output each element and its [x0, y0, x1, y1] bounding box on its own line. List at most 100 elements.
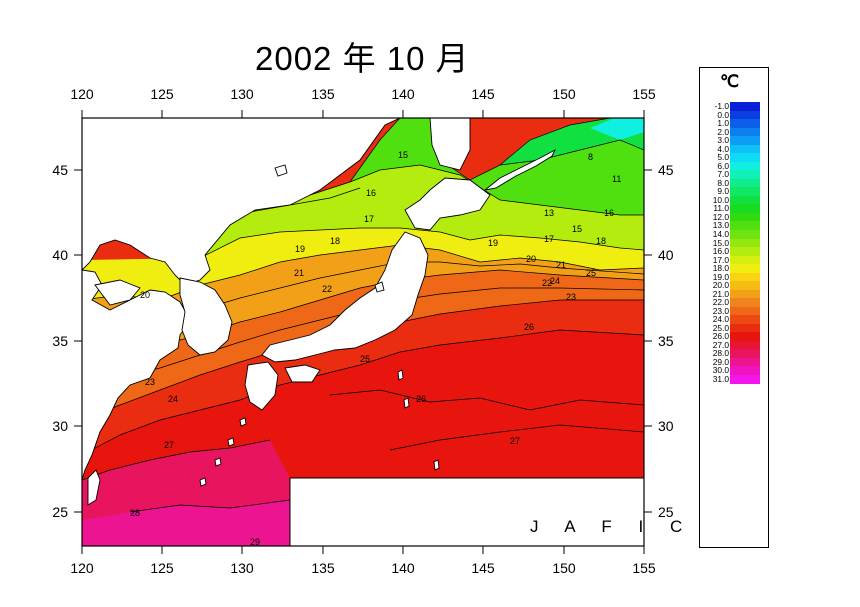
legend-label: 0.0 — [717, 109, 729, 120]
legend-label: 7.0 — [717, 169, 729, 180]
korea — [179, 277, 233, 356]
map-title: 2002 年 10 月 — [255, 40, 470, 77]
credit-box — [289, 477, 644, 546]
lon-labels-top: 120 125 130 135 140 145 150 155 — [70, 86, 656, 102]
contour-label: 18 — [330, 236, 340, 246]
legend-item: 4.0 — [703, 145, 763, 154]
izu-islands — [397, 369, 440, 471]
ryukyu-islands — [199, 417, 247, 487]
legend-item: 9.0 — [703, 187, 763, 196]
legend-swatch — [730, 238, 760, 248]
legend-swatch — [730, 102, 760, 111]
lat-labels-left: 25 30 35 40 45 — [52, 162, 68, 520]
legend-item: 25.0 — [703, 324, 763, 333]
color-legend: ℃ -1.0 0.0 1.0 2.0 3.0 4.0 5.0 6.0 7.0 8.0 9.0 10.0… — [699, 67, 769, 548]
band-19 — [82, 228, 644, 300]
lon-tick-label: 150 — [552, 86, 576, 102]
north-island — [274, 164, 288, 177]
legend-item: 21.0 — [703, 290, 763, 299]
contour-label: 27 — [164, 440, 174, 450]
legend-item: 7.0 — [703, 170, 763, 179]
legend-swatch — [730, 272, 760, 282]
kuril-islands — [484, 148, 557, 191]
lat-tick-label: 45 — [52, 162, 68, 178]
lon-tick-label: 120 — [70, 560, 94, 576]
legend-swatch — [730, 315, 760, 324]
legend-list: -1.0 0.0 1.0 2.0 3.0 4.0 5.0 6.0 7.0 8.0 9.0 10.0 11… — [703, 102, 763, 384]
lat-tick-label: 25 — [52, 504, 68, 520]
legend-label: 20.0 — [712, 280, 729, 291]
legend-item: 29.0 — [703, 358, 763, 367]
lat-tick-label: 45 — [658, 162, 674, 178]
legend-label: 29.0 — [712, 356, 729, 367]
shandong — [94, 279, 141, 306]
legend-swatch — [730, 178, 760, 188]
legend-swatch — [730, 281, 760, 290]
legend-swatch — [730, 221, 760, 230]
lat-tick-label: 35 — [658, 333, 674, 349]
tick-marks — [74, 110, 652, 554]
legend-swatch — [730, 264, 760, 273]
lon-tick-label: 155 — [632, 86, 656, 102]
legend-swatch — [730, 306, 760, 316]
contour-label: 24 — [550, 276, 560, 286]
legend-label: 28.0 — [712, 348, 729, 359]
contour-label: 26 — [524, 322, 534, 332]
contour-label: 8 — [588, 152, 593, 162]
legend-swatch — [730, 366, 760, 375]
legend-swatch — [730, 144, 760, 154]
legend-item: 27.0 — [703, 341, 763, 350]
legend-swatch — [730, 298, 760, 307]
legend-swatch — [730, 212, 760, 222]
china-coast — [82, 269, 191, 481]
legend-label: 15.0 — [712, 237, 729, 248]
contour-label: 29 — [250, 537, 260, 547]
lon-tick-label: 135 — [311, 86, 335, 102]
lon-tick-label: 150 — [552, 560, 576, 576]
contour-label: 23 — [145, 377, 155, 387]
legend-swatch — [730, 349, 760, 358]
legend-item: 18.0 — [703, 264, 763, 273]
legend-item: 24.0 — [703, 315, 763, 324]
legend-swatch — [730, 357, 760, 367]
contour-label: 17 — [544, 234, 554, 244]
legend-swatch — [730, 187, 760, 196]
legend-item: 6.0 — [703, 162, 763, 171]
legend-label: 1.0 — [717, 118, 729, 129]
contour-label: 26 — [416, 394, 426, 404]
legend-label: 2.0 — [717, 126, 729, 137]
lon-tick-label: 130 — [230, 560, 254, 576]
lat-tick-label: 40 — [52, 247, 68, 263]
lat-labels-right: 25 30 35 40 45 — [658, 162, 674, 520]
legend-label: 9.0 — [717, 186, 729, 197]
sst-field — [82, 118, 644, 546]
contour-label: 11 — [612, 174, 621, 184]
contour-label: 15 — [398, 150, 408, 160]
taiwan — [87, 469, 101, 506]
legend-label: 25.0 — [712, 322, 729, 333]
contour-label: 25 — [360, 354, 370, 364]
lon-tick-label: 125 — [150, 560, 174, 576]
contour-label: 18 — [596, 236, 606, 246]
legend-label: 30.0 — [712, 365, 729, 376]
honshu — [261, 231, 429, 363]
lon-tick-label: 125 — [150, 86, 174, 102]
lon-tick-label: 145 — [471, 86, 495, 102]
legend-item: 13.0 — [703, 221, 763, 230]
sado-island — [374, 281, 385, 293]
land — [82, 118, 557, 506]
legend-item: 12.0 — [703, 213, 763, 222]
legend-label: 3.0 — [717, 135, 729, 146]
lon-tick-label: 145 — [471, 560, 495, 576]
legend-item: 22.0 — [703, 298, 763, 307]
contour-label: 13 — [544, 208, 554, 218]
legend-label: 21.0 — [712, 288, 729, 299]
contour-label: 16 — [366, 188, 376, 198]
contour-label: 17 — [364, 214, 374, 224]
legend-label: 22.0 — [712, 297, 729, 308]
legend-label: 27.0 — [712, 339, 729, 350]
legend-swatch — [730, 136, 760, 145]
legend-swatch — [730, 332, 760, 341]
legend-label: 31.0 — [712, 374, 729, 384]
